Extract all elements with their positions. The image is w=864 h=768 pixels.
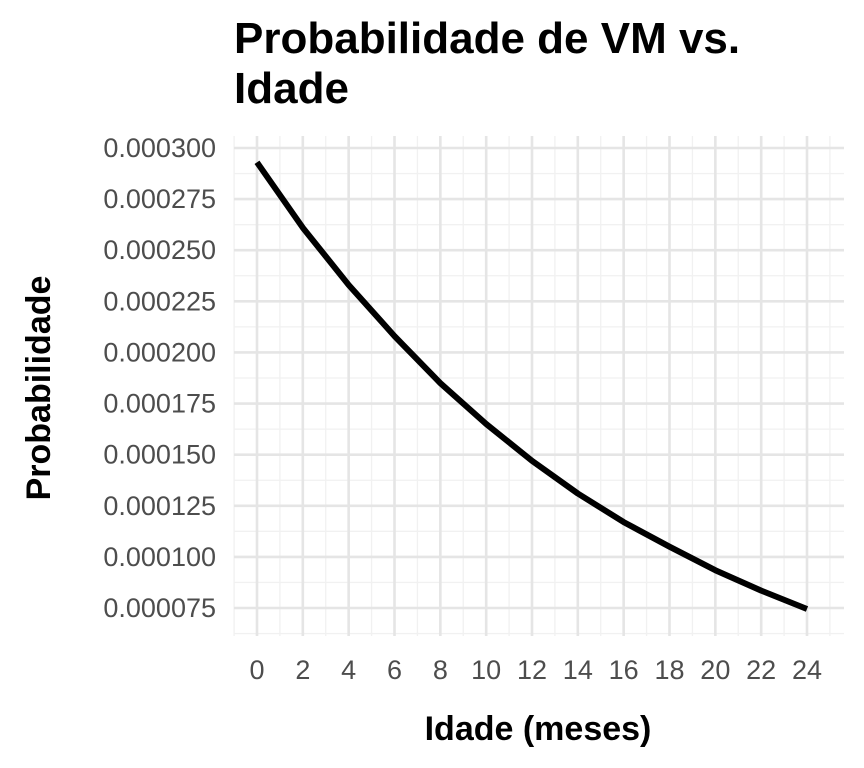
series-layer xyxy=(254,160,809,612)
x-axis-ticks: 0 2 4 6 8 10 12 14 16 18 20 22 24 xyxy=(249,655,822,685)
x-tick-label: 18 xyxy=(654,655,684,685)
x-tick-label: 6 xyxy=(387,655,402,685)
x-tick-label: 0 xyxy=(249,655,264,685)
x-axis-title: Idade (meses) xyxy=(425,710,652,748)
grid xyxy=(233,136,844,636)
chart-title: Probabilidade de VM vs. Idade xyxy=(234,14,741,113)
x-tick-label: 12 xyxy=(517,655,547,685)
y-axis-ticks: 0.000075 0.000100 0.000125 0.000150 0.000175… xyxy=(103,133,216,623)
x-tick-label: 14 xyxy=(563,655,593,685)
series-line xyxy=(254,160,809,612)
y-tick-label: 0.000250 xyxy=(103,235,216,265)
y-tick-label: 0.000075 xyxy=(103,593,216,623)
x-tick-label: 8 xyxy=(433,655,448,685)
x-tick-label: 10 xyxy=(471,655,501,685)
x-tick-label: 24 xyxy=(792,655,822,685)
y-tick-label: 0.000200 xyxy=(103,337,216,367)
x-tick-label: 16 xyxy=(609,655,639,685)
y-tick-label: 0.000150 xyxy=(103,440,216,470)
y-tick-label: 0.000100 xyxy=(103,542,216,572)
x-tick-label: 4 xyxy=(341,655,356,685)
y-tick-label: 0.000300 xyxy=(103,133,216,163)
y-tick-label: 0.000225 xyxy=(103,286,216,316)
y-tick-label: 0.000175 xyxy=(103,389,216,419)
y-axis-title: Probabilidade xyxy=(20,276,58,501)
x-tick-label: 20 xyxy=(700,655,730,685)
y-tick-label: 0.000275 xyxy=(103,184,216,214)
x-tick-label: 22 xyxy=(746,655,776,685)
y-tick-label: 0.000125 xyxy=(103,491,216,521)
x-tick-label: 2 xyxy=(295,655,310,685)
